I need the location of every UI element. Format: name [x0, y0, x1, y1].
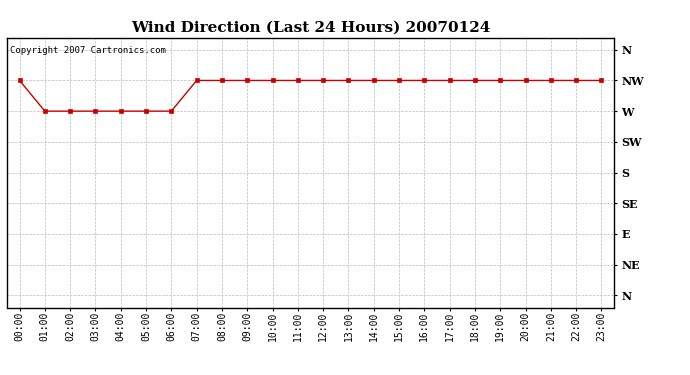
Text: Copyright 2007 Cartronics.com: Copyright 2007 Cartronics.com — [10, 46, 166, 55]
Title: Wind Direction (Last 24 Hours) 20070124: Wind Direction (Last 24 Hours) 20070124 — [131, 21, 490, 35]
